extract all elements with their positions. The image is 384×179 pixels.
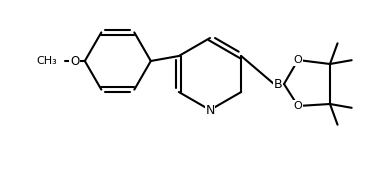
Text: CH₃: CH₃	[36, 56, 57, 66]
Text: O: O	[294, 55, 302, 65]
Text: B: B	[274, 78, 282, 91]
Text: O: O	[70, 54, 79, 67]
Text: N: N	[205, 103, 215, 117]
Text: O: O	[294, 101, 302, 111]
